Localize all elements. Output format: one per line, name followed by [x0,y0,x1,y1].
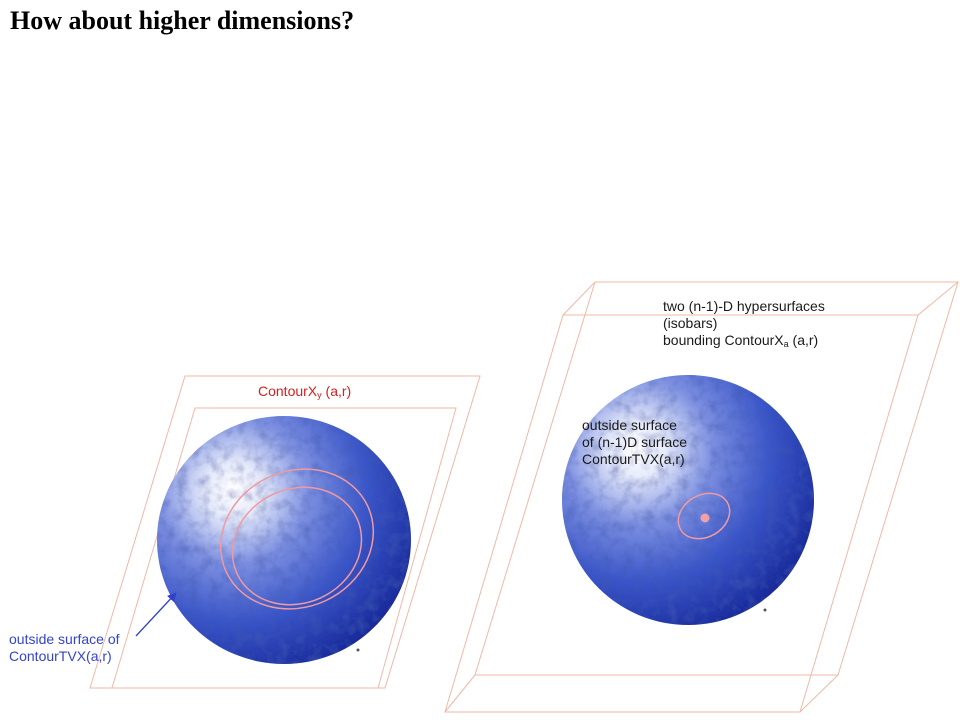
right-plane [444,281,959,713]
arrow-to-surface [135,592,177,637]
left-plane-back [89,375,481,689]
right-hyper-label: two (n-1)-D hypersurfaces (isobars) boun… [663,298,825,349]
left-plane-front [111,407,457,689]
left-outside-label: outside surface of ContourTVX(a,r) [9,631,120,664]
outer-contour-ellipse [219,468,375,610]
right-contour [677,492,731,540]
page-title: How about higher dimensions? [10,6,355,35]
small-contour-ellipse [677,492,731,540]
left-contour-ellipses [219,468,375,610]
contour-point [700,513,710,523]
inner-contour-ellipse [231,486,363,606]
left-contour-label: ContourXy (a,r) [258,383,352,400]
left-plane [89,375,481,689]
left-sphere [157,416,411,664]
right-sphere [562,375,814,625]
right-outside-label: outside surface of (n-1)D surface Contou… [582,417,688,467]
